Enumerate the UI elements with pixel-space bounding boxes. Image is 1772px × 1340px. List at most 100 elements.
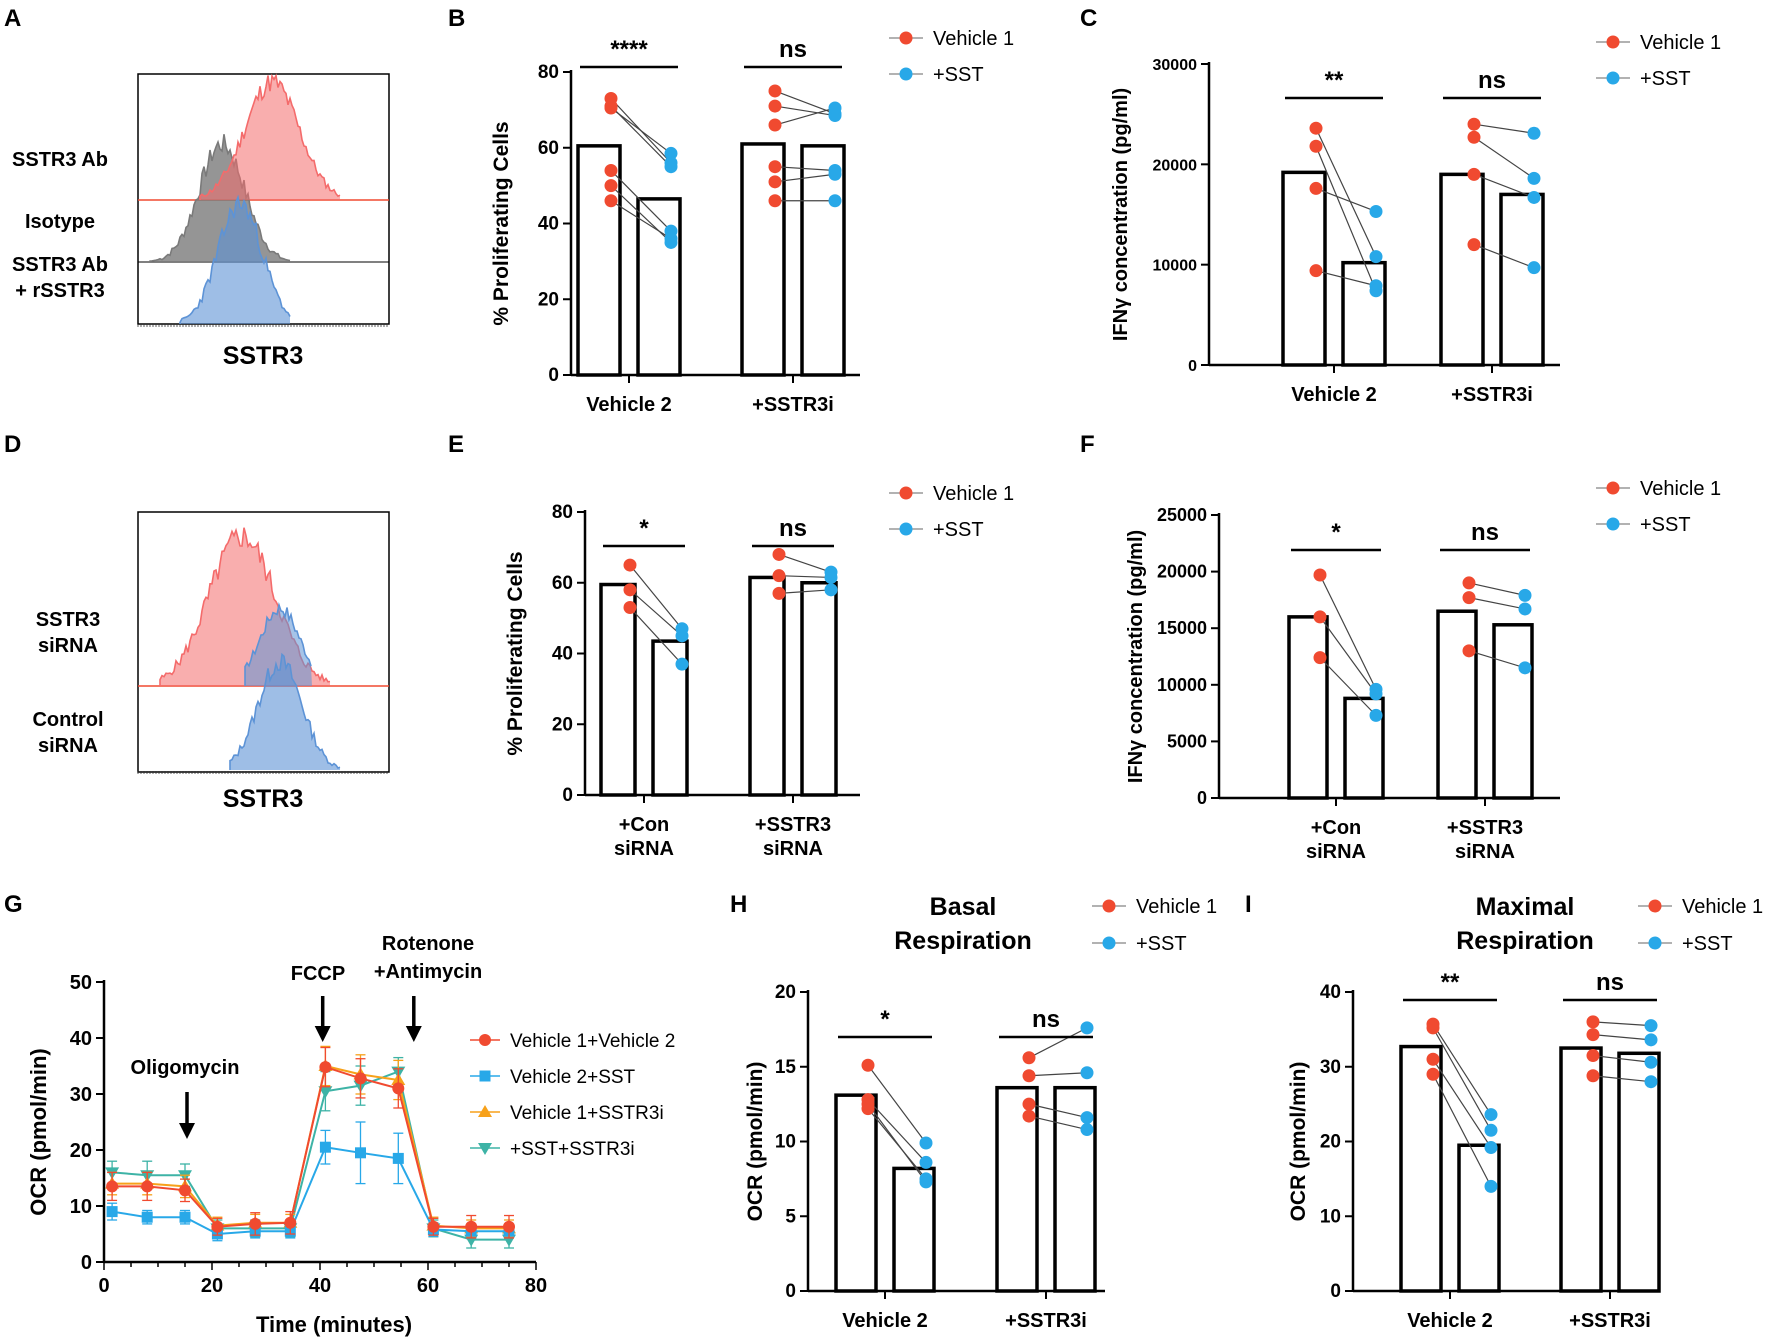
y-axis-label: % Proliferating Cells (490, 121, 513, 325)
data-point (1527, 190, 1541, 204)
data-point (319, 1141, 331, 1153)
y-tick-label: 5000 (1167, 731, 1207, 751)
data-point (478, 1143, 492, 1155)
data-point (623, 601, 637, 615)
x-tick-label: +SSTR3i (752, 394, 834, 416)
data-point (1309, 139, 1323, 153)
y-axis-label: OCR (pmol/min) (744, 1062, 767, 1222)
data-point (1369, 204, 1383, 218)
annotation-label: +Antimycin (374, 961, 482, 983)
pair-line (867, 1064, 927, 1144)
bar (1287, 615, 1329, 800)
pair-line (1315, 187, 1377, 213)
x-tick-label: 80 (525, 1275, 547, 1297)
chart-title: Respiration (1456, 927, 1594, 955)
x-tick-label: +SSTR3i (1451, 384, 1533, 406)
legend-label: Vehicle 2+SST (510, 1067, 636, 1088)
y-tick-label: 0 (785, 1281, 796, 1302)
data-point (1313, 610, 1327, 624)
legend: Vehicle 1 +SST (889, 483, 1014, 541)
data-point (479, 1034, 491, 1046)
data-point (1022, 1069, 1036, 1083)
data-point (1369, 687, 1383, 701)
y-tick-label: 40 (538, 214, 559, 235)
x-tick-label: 40 (309, 1275, 331, 1297)
y-tick-label: 40 (552, 644, 573, 665)
y-axis-label: OCR (pmol/min) (26, 1048, 51, 1215)
data-point (664, 146, 678, 160)
bar (748, 575, 786, 797)
data-point (1527, 126, 1541, 140)
y-tick-label: 15 (775, 1057, 797, 1078)
track-label: Isotype (25, 211, 95, 233)
x-tick-label: Vehicle 2 (1291, 384, 1377, 406)
data-point (1644, 1019, 1658, 1033)
pair-line (1432, 1058, 1492, 1148)
data-point (768, 175, 782, 189)
data-point (768, 160, 782, 174)
y-tick-label: 40 (1320, 982, 1341, 1003)
data-point (1080, 1066, 1094, 1080)
data-point (1080, 1021, 1094, 1035)
x-tick-label: +SSTR3 (1447, 817, 1523, 839)
data-point (1080, 1111, 1094, 1125)
track-label: siRNA (38, 635, 98, 657)
track-label: SSTR3 Ab (12, 254, 108, 276)
panel-letter-A: A (4, 5, 21, 32)
pair-line (867, 1108, 927, 1180)
data-point (675, 657, 689, 671)
series-path (111, 1146, 509, 1236)
y-tick-label: 10 (70, 1196, 92, 1218)
data-point (478, 1105, 492, 1117)
data-point (604, 179, 618, 193)
pair-line (610, 170, 672, 232)
significance-label: ns (1478, 67, 1506, 94)
data-point (141, 1180, 154, 1193)
data-point (919, 1155, 933, 1169)
y-tick-label: 20 (775, 982, 796, 1003)
data-point (1518, 661, 1532, 675)
data-point (828, 101, 842, 115)
data-point (284, 1216, 297, 1229)
pair-line (774, 173, 836, 183)
histogram-outline (179, 194, 291, 324)
y-tick-label: 80 (552, 502, 573, 523)
data-point (1644, 1055, 1658, 1069)
pair-line (1315, 127, 1377, 257)
data-point (1586, 1049, 1600, 1063)
chart-title: Maximal (1476, 893, 1575, 921)
y-tick-label: 0 (562, 785, 573, 806)
bar (1499, 192, 1545, 367)
bar (834, 1093, 878, 1293)
bar (800, 144, 846, 377)
data-point (1586, 1069, 1600, 1083)
legend-label: +SST (1640, 68, 1691, 90)
significance-label: ** (1325, 67, 1344, 94)
y-tick-label: 10 (1320, 1206, 1341, 1227)
panel-D: SSTR3 siRNA Control siRNA SSTR3 (32, 511, 390, 813)
bar (1399, 1044, 1443, 1293)
x-tick-label: Vehicle 2 (1407, 1310, 1493, 1332)
legend-marker (1606, 481, 1620, 495)
data-point (1080, 1123, 1094, 1137)
y-tick-label: 20 (1320, 1132, 1341, 1153)
significance-label: ns (779, 36, 807, 63)
y-tick-label: 20000 (1157, 562, 1207, 582)
chart-title: Basal (930, 893, 997, 921)
histogram-fill (245, 605, 312, 686)
panel-I: 0 10 20 30 40 OCR (pmol/min) Vehicle 2 ** +SSTR3… (1287, 893, 1763, 1332)
series-path (112, 1065, 509, 1228)
significance-label: * (1331, 519, 1341, 546)
track-label: Control (32, 709, 103, 731)
annotation-label: FCCP (291, 963, 345, 985)
data-point (1022, 1109, 1036, 1123)
panel-letter-H: H (730, 891, 747, 918)
bar (1617, 1051, 1661, 1293)
pair-line (1468, 650, 1526, 669)
significance-label: ns (1596, 969, 1624, 996)
pair-line (1319, 574, 1377, 690)
track-label: SSTR3 (36, 609, 100, 631)
track-label: + rSSTR3 (15, 280, 104, 302)
data-point (861, 1058, 875, 1072)
y-tick-label: 0 (1197, 788, 1207, 808)
